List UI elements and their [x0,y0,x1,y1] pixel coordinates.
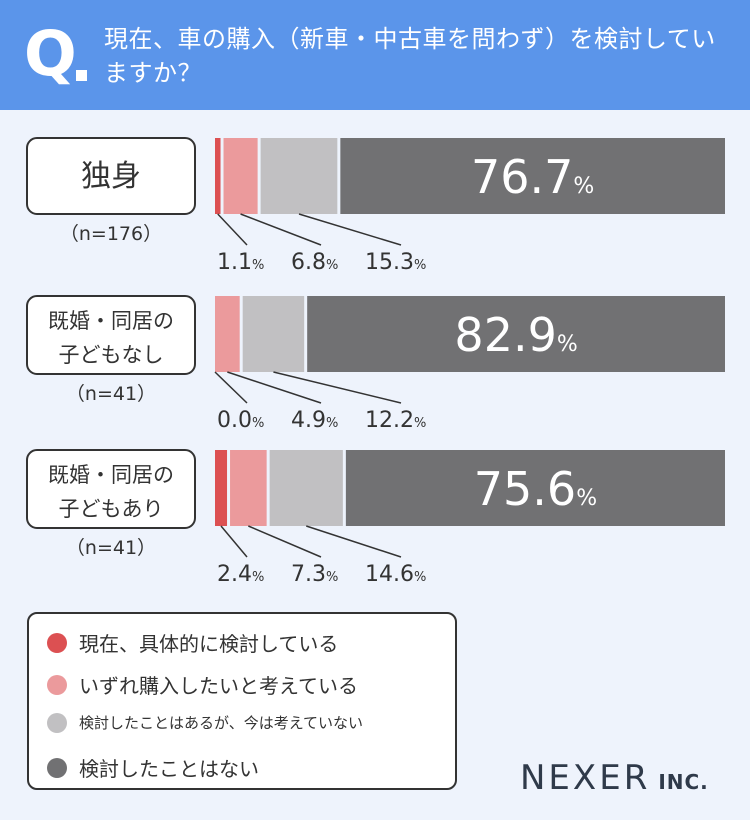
percent-sign: % [252,570,264,585]
category-label-box [26,295,196,375]
category-label: 独身 [81,159,141,194]
bar-segment [269,450,343,526]
leader-line [227,371,322,404]
percent-sign: % [576,486,597,511]
leader-line [306,525,402,558]
legend-label: 検討したことはない [79,757,259,781]
legend-item: いずれ購入したいと考えている [47,670,358,699]
leader-line [273,371,402,404]
bar-segment [215,450,228,526]
legend-swatch-never [47,757,67,778]
data-label: 7.3% [291,562,338,587]
percent-sign: % [252,258,264,273]
percent-sign: % [557,332,578,357]
legend: 現在、具体的に検討している いずれ購入したいと考えている 検討したことはあるが、… [27,612,457,790]
legend-label: いずれ購入したいと考えている [79,674,358,698]
brand-name: NEXER [520,758,651,798]
leader-line [214,371,248,404]
data-label: 6.8% [291,250,338,275]
leader-line [240,213,322,246]
bar-segment [215,138,221,214]
category-label-box [26,137,196,215]
bar-segment [215,296,240,372]
category-label: 既婚・同居の [48,309,174,333]
category-label: 子どもあり [59,497,164,521]
percent-sign: % [573,174,594,199]
data-label: 14.6% [365,562,426,587]
leader-line [220,525,248,558]
data-label: 1.1% [217,250,264,275]
bar-segment [223,138,258,214]
category-label-box [26,449,196,529]
legend-label: 検討したことはあるが、今は考えていない [79,714,363,732]
legend-swatch-future [47,674,67,695]
legend-label: 現在、具体的に検討している [79,632,339,656]
bar-segment [242,296,305,372]
leader-line [217,213,248,246]
data-label: 2.4% [217,562,264,587]
legend-item: 現在、具体的に検討している [47,628,338,657]
bar-segment [307,296,725,372]
legend-swatch-current [47,632,67,653]
percent-sign: % [414,416,426,431]
sample-size-label: （n=176） [60,223,162,245]
brand-logo: NEXER INC. [520,758,709,798]
bar-segment [345,450,725,526]
leader-line [248,525,322,558]
stacked-bar-chart: 独身（n=176）76.7%1.1% 6.8% 15.3%既婚・同居の子どもなし（n… [26,137,725,587]
percent-sign: % [326,570,338,585]
brand-suffix: INC. [658,770,709,794]
category-label: 子どもなし [59,343,164,367]
data-label: 15.3% [365,250,426,275]
question-header: Q 現在、車の購入（新車・中古車を問わず）を検討していますか？ [0,0,750,110]
data-label: 12.2% [365,408,426,433]
legend-item: 検討したことはあるが、今は考えていない [47,712,363,733]
percent-sign: % [326,416,338,431]
sample-size-label: （n=41） [66,383,156,405]
legend-swatch-considered [47,712,67,733]
q-mark: Q [24,17,77,90]
bar-segment [340,138,725,214]
sample-size-label: （n=41） [66,537,156,559]
q-mark-dot [76,70,87,81]
percent-sign: % [414,570,426,585]
percent-sign: % [252,416,264,431]
bar-segment [260,138,338,214]
data-label: 0.0% [217,408,264,433]
percent-sign: % [414,258,426,273]
question-text: 現在、車の購入（新車・中古車を問わず）を検討していますか？ [104,25,716,87]
data-label: 4.9% [291,408,338,433]
percent-sign: % [326,258,338,273]
legend-item: 検討したことはない [47,753,259,782]
category-label: 既婚・同居の [48,463,174,487]
leader-line [298,213,402,246]
bar-segment [230,450,267,526]
